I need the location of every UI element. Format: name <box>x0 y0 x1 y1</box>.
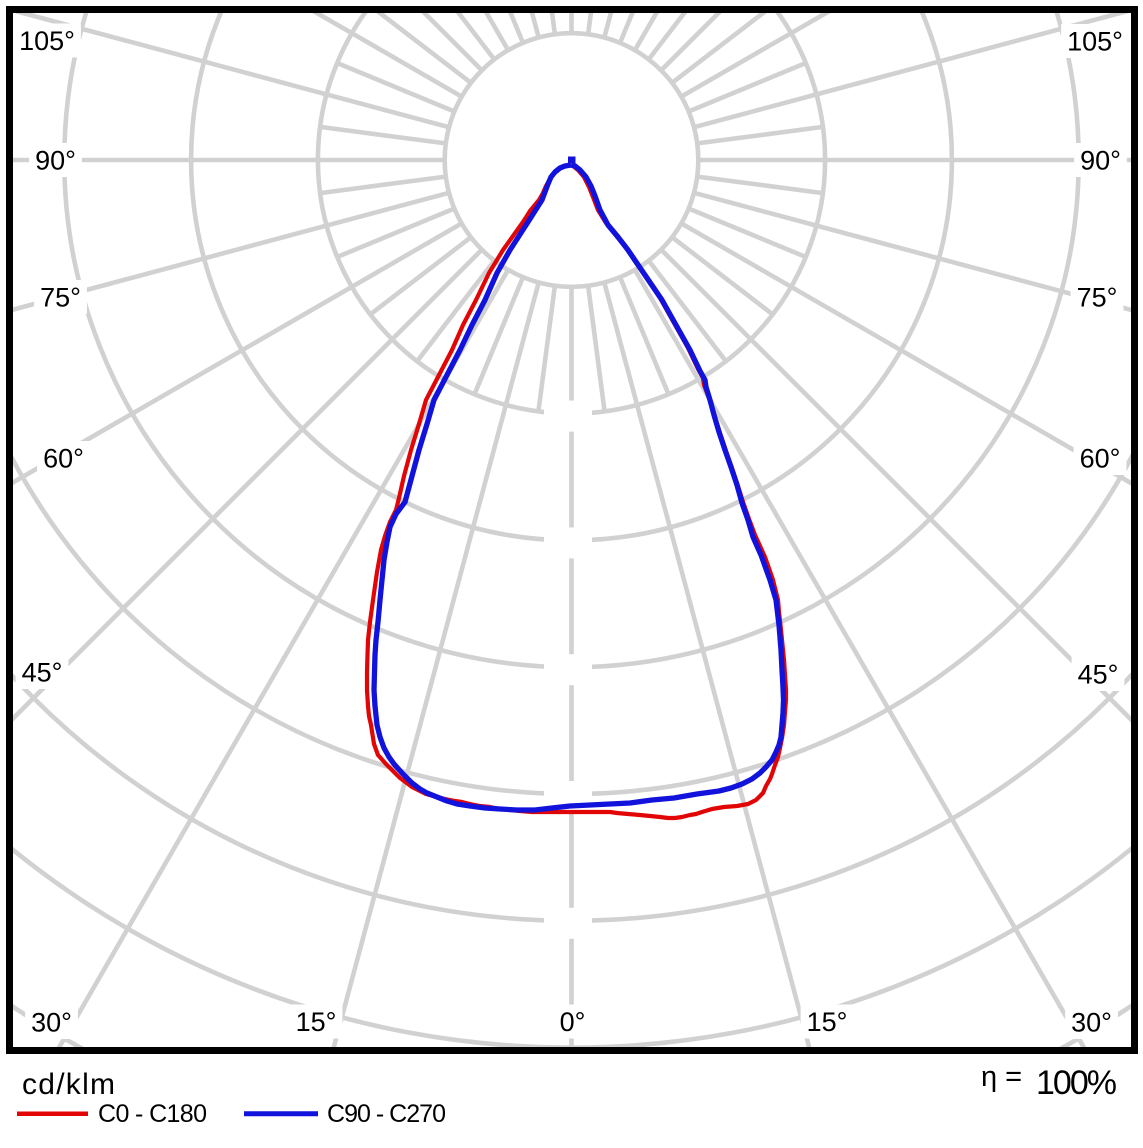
svg-text:45°: 45° <box>1078 660 1119 690</box>
svg-text:15°: 15° <box>807 1007 848 1037</box>
svg-text:90°: 90° <box>1080 146 1121 176</box>
svg-text:C0 - C180: C0 - C180 <box>98 1100 207 1128</box>
svg-text:η =: η = <box>981 1061 1022 1093</box>
svg-text:0°: 0° <box>560 1007 586 1037</box>
svg-text:C90 - C270: C90 - C270 <box>327 1100 446 1128</box>
svg-text:45°: 45° <box>22 658 63 688</box>
svg-text:cd/klm: cd/klm <box>22 1068 115 1101</box>
svg-text:30°: 30° <box>31 1008 72 1038</box>
svg-text:105°: 105° <box>1067 27 1123 57</box>
svg-text:30°: 30° <box>1071 1008 1112 1038</box>
svg-text:75°: 75° <box>1077 283 1118 313</box>
svg-text:75°: 75° <box>40 283 81 313</box>
svg-text:105°: 105° <box>19 26 75 56</box>
svg-text:60°: 60° <box>43 444 84 474</box>
svg-text:15°: 15° <box>296 1007 337 1037</box>
svg-text:60°: 60° <box>1080 444 1121 474</box>
svg-text:90°: 90° <box>35 146 76 176</box>
svg-text:100%: 100% <box>1036 1064 1117 1102</box>
